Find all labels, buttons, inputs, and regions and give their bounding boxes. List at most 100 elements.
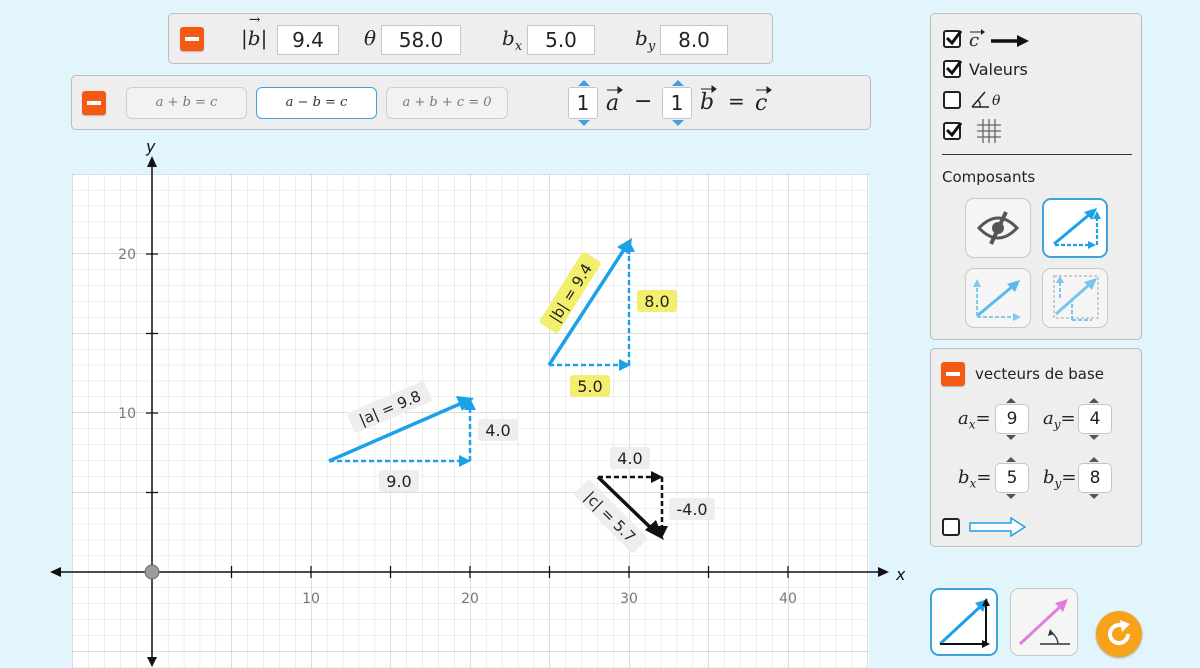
decrease-arrow-icon[interactable]	[1089, 494, 1099, 499]
equation-a-symbol: a	[606, 91, 620, 116]
x-tick-20: 20	[461, 591, 479, 607]
vector-graph[interactable]: x y 10 20 30 40 10 20	[0, 135, 905, 668]
components-title: Composants	[942, 168, 1036, 186]
bx-basis-label: bx=	[958, 467, 992, 491]
collapse-button[interactable]	[180, 27, 204, 51]
by-spinner[interactable]: 8	[1078, 457, 1112, 499]
bx-label: bx	[502, 26, 523, 54]
values-checkbox[interactable]	[943, 60, 963, 78]
vector-c-y-value: -4.0	[676, 500, 707, 519]
mode-zero-sum-button[interactable]: a + b + c = 0	[386, 87, 508, 119]
check-icon	[945, 122, 963, 138]
show-basis-checkbox[interactable]	[942, 518, 960, 536]
options-divider	[942, 154, 1132, 155]
vector-c-x-value-bg	[610, 447, 650, 469]
x-tick-40: 40	[779, 591, 797, 607]
by-value: 8	[1089, 468, 1101, 488]
x-axis-label: x	[895, 565, 905, 584]
reset-icon	[1108, 620, 1131, 646]
vector-a-x-value: 9.0	[386, 472, 411, 491]
bx-spinner[interactable]: 5	[995, 457, 1029, 499]
triangle-components-icon	[1053, 208, 1101, 249]
polar-mode-button[interactable]	[1010, 588, 1078, 656]
vector-b-y-value-bg	[637, 290, 677, 312]
vector-a-x-value-bg	[379, 470, 419, 492]
theta-field[interactable]: 58.0	[381, 25, 461, 55]
decrease-arrow-icon[interactable]	[1006, 435, 1016, 440]
magnitude-b-field[interactable]: 9.4	[277, 25, 339, 55]
increase-arrow-icon[interactable]	[1006, 457, 1016, 462]
components-triangle-button[interactable]	[1042, 198, 1108, 258]
decrease-arrow-icon[interactable]	[1089, 435, 1099, 440]
by-field[interactable]: 8.0	[660, 25, 728, 55]
polar-vector-icon	[1018, 599, 1070, 646]
x-tick-10: 10	[302, 591, 320, 607]
axis-ticks	[146, 253, 789, 578]
vector-b-arrowhead-icon[interactable]	[617, 238, 632, 255]
vector-a-y-value: 4.0	[485, 421, 510, 440]
vector-b-panel: |b → | 9.4 θ 58.0 bx 5.0 by 8.0	[168, 12, 773, 64]
vector-b-x-component-arrow-icon	[619, 359, 631, 371]
origin-handle[interactable]	[144, 564, 160, 580]
show-c-label: c	[969, 30, 980, 51]
coefficient-b-spinner[interactable]: 1	[662, 80, 692, 126]
components-parallelogram-button[interactable]	[965, 268, 1031, 328]
coefficient-a-value: 1	[576, 91, 590, 115]
parallelogram-components-icon	[973, 279, 1021, 321]
y-axis-bottom-arrow-icon	[147, 657, 157, 667]
vector-c[interactable]	[596, 475, 655, 532]
increase-arrow-icon[interactable]	[672, 80, 684, 86]
c-arrow-icon	[970, 29, 1029, 47]
increase-arrow-icon[interactable]	[578, 80, 590, 86]
angle-theta-label: θ	[992, 93, 1001, 109]
increase-arrow-icon[interactable]	[1089, 398, 1099, 403]
cartesian-mode-button[interactable]	[930, 588, 998, 656]
vector-a-y-value-bg	[478, 419, 518, 441]
vector-c-x-component-arrow-icon	[651, 471, 663, 483]
decrease-arrow-icon[interactable]	[1006, 494, 1016, 499]
grid-checkbox[interactable]	[943, 122, 963, 140]
ax-label: ax=	[958, 408, 991, 432]
angle-icon	[971, 91, 989, 108]
decrease-arrow-icon[interactable]	[578, 120, 590, 126]
cartesian-vector-icon	[938, 598, 990, 648]
vector-c-arrowhead-icon[interactable]	[645, 520, 664, 540]
y-axis-arrow-icon	[147, 156, 157, 167]
options-panel: c Valeurs θ Composants	[930, 13, 1142, 340]
increase-arrow-icon[interactable]	[1006, 398, 1016, 403]
by-label: by	[635, 26, 656, 54]
reset-button[interactable]	[1096, 611, 1142, 657]
equation-equals-sign: =	[728, 89, 745, 113]
check-icon	[945, 30, 963, 46]
ax-spinner[interactable]: 9	[995, 398, 1029, 440]
vector-b-x-value-bg	[570, 375, 610, 397]
components-hidden-button[interactable]	[965, 198, 1031, 258]
mode-sum-button[interactable]: a + b = c	[126, 87, 247, 119]
angle-checkbox[interactable]	[943, 91, 961, 109]
vector-b-y-value: 8.0	[644, 292, 669, 311]
show-c-checkbox[interactable]	[943, 30, 963, 48]
equation-b-symbol: b	[700, 90, 715, 115]
magnitude-b-label: |b → |	[241, 12, 268, 50]
vector-a[interactable]	[328, 401, 463, 463]
collapse-equation-button[interactable]	[82, 91, 106, 115]
x-axis-left-arrow-icon	[50, 567, 61, 577]
components-offset-button[interactable]	[1042, 268, 1108, 328]
coefficient-a-spinner[interactable]: 1	[568, 80, 598, 126]
x-axis-arrow-icon	[878, 567, 889, 577]
ax-value: 9	[1006, 409, 1018, 429]
vector-c-components	[598, 475, 664, 530]
bx-field[interactable]: 5.0	[527, 25, 595, 55]
collapse-basis-button[interactable]	[941, 362, 965, 386]
vector-c-y-value-bg	[669, 498, 715, 520]
ay-spinner[interactable]: 4	[1078, 398, 1112, 440]
increase-arrow-icon[interactable]	[1089, 457, 1099, 462]
decrease-arrow-icon[interactable]	[672, 120, 684, 126]
equation-c-symbol: c	[755, 91, 768, 116]
vector-a-arrowhead-icon[interactable]	[456, 396, 474, 411]
mode-difference-button[interactable]: a − b = c	[256, 87, 377, 119]
coefficient-b-value: 1	[670, 91, 684, 115]
vector-b-x-value: 5.0	[577, 377, 602, 396]
vector-a-x-component-arrow-icon	[459, 455, 471, 467]
vector-b[interactable]	[547, 247, 627, 366]
